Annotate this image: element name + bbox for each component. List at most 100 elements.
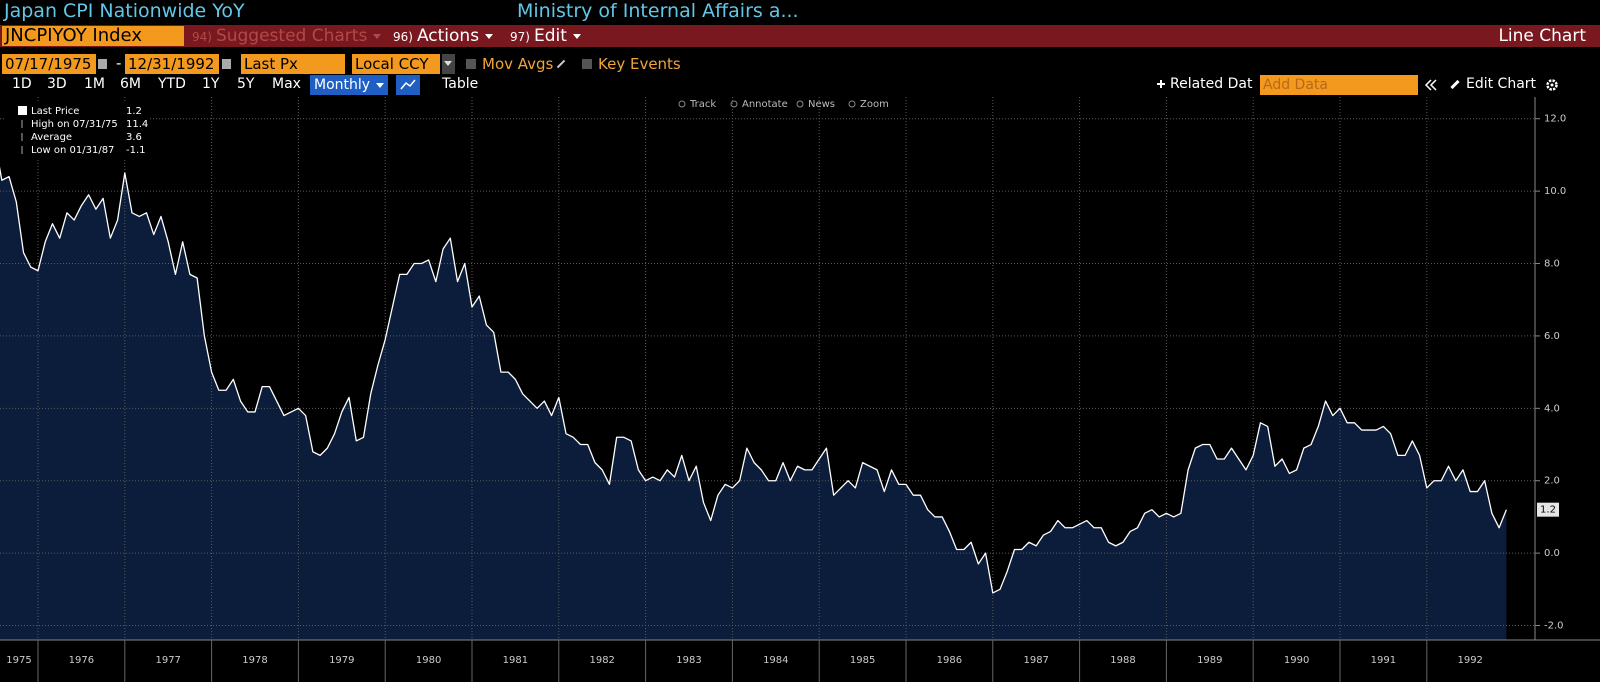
- frequency: Monthly: [314, 77, 371, 93]
- range-button[interactable]: 5Y: [237, 76, 255, 92]
- x-tick-label: 1975: [6, 655, 31, 666]
- command-bar: JNCPIYOY Index Line Chart 94) Suggested C…: [0, 25, 1600, 47]
- edit-chart: Edit Chart: [1466, 76, 1537, 92]
- x-tick-label: 1979: [329, 655, 354, 666]
- settings-icon[interactable]: [1545, 78, 1559, 92]
- calendar-icon[interactable]: [222, 59, 231, 69]
- ticker-input[interactable]: JNCPIYOY Index: [2, 26, 184, 46]
- legend-value: 1.2: [126, 106, 142, 117]
- collapse-icon[interactable]: [1424, 78, 1438, 92]
- currency-select[interactable]: Local CCY: [352, 54, 440, 74]
- end-date[interactable]: 12/31/1992: [125, 54, 219, 74]
- chart-type-button[interactable]: [396, 75, 420, 95]
- start-date[interactable]: 07/17/1975: [2, 54, 96, 74]
- last-value-tag: [1537, 502, 1559, 517]
- pencil-icon: [1450, 79, 1460, 89]
- field-select[interactable]: Last Px: [241, 54, 345, 74]
- y-tick-label: 10.0: [1544, 186, 1566, 197]
- axes: -2.0 0.0 2.0 4.0 6.0 8.0 10.0 12.0 1975 1976 1977 1…: [0, 97, 1600, 682]
- y-tick-label: 0.0: [1544, 548, 1560, 559]
- legend-value: 11.4: [126, 119, 148, 130]
- tool-icon: [848, 100, 856, 108]
- dropdown-arrow: [373, 33, 382, 39]
- x-tick-label: 1980: [416, 655, 441, 666]
- x-tick-label: 1991: [1371, 655, 1396, 666]
- legend-label: Low on 01/31/87: [31, 145, 114, 156]
- option-label: Key Events: [598, 55, 681, 73]
- y-tick-label: 6.0: [1544, 331, 1560, 342]
- view-name: Line Chart: [1498, 26, 1586, 46]
- range-bar: Monthly Table Related Dat Add Data Edit …: [0, 75, 1600, 95]
- chart-tool[interactable]: News: [808, 99, 835, 110]
- range-button[interactable]: YTD: [158, 76, 186, 92]
- x-tick-label: 1982: [589, 655, 614, 666]
- dropdown-arrow: [572, 33, 581, 39]
- chart-icon: [400, 79, 416, 90]
- currency-dropdown[interactable]: [442, 54, 455, 74]
- x-tick-label: 1989: [1197, 655, 1222, 666]
- menu-label: Actions: [416, 26, 480, 46]
- line: [0, 166, 1507, 594]
- legend-box: [6, 102, 148, 159]
- last-value-label: 1.2: [1540, 505, 1556, 516]
- checkbox[interactable]: [466, 59, 476, 69]
- menu-button[interactable]: 97) Edit: [510, 26, 581, 46]
- x-tick-label: 1976: [69, 655, 94, 666]
- table-button[interactable]: Table: [442, 76, 479, 92]
- legend-label: Average: [31, 132, 72, 143]
- x-tick-label: 1984: [763, 655, 788, 666]
- x-tick-label: 1981: [503, 655, 528, 666]
- x-tick-label: 1988: [1110, 655, 1135, 666]
- chevron: [1429, 79, 1437, 91]
- source: Ministry of Internal Affairs a...: [517, 0, 799, 22]
- chart-tool[interactable]: Track: [689, 99, 716, 110]
- menu-number: 96): [393, 30, 413, 44]
- range-button[interactable]: 1M: [84, 76, 105, 92]
- checkbox[interactable]: [582, 59, 592, 69]
- edit-chart-button[interactable]: Edit Chart: [1450, 76, 1536, 92]
- calendar-icon[interactable]: [98, 59, 107, 69]
- related-data: Related Dat: [1170, 76, 1253, 92]
- pencil-icon: [556, 59, 566, 69]
- legend-swatch: [18, 106, 27, 115]
- plus-icon: [1157, 80, 1165, 88]
- range-button[interactable]: 6M: [120, 76, 141, 92]
- legend-label: Last Price: [31, 106, 79, 117]
- range-button[interactable]: 1Y: [202, 76, 220, 92]
- date-separator: -: [116, 54, 122, 72]
- dropdown-arrow: [485, 33, 494, 39]
- frequency-select[interactable]: Monthly: [310, 75, 388, 95]
- add-data-input[interactable]: Add Data: [1260, 75, 1418, 95]
- menu-label: Edit: [533, 26, 567, 46]
- legend-value: 3.6: [126, 132, 142, 143]
- menu-number: 97): [510, 30, 530, 44]
- plot-area: [0, 97, 1535, 640]
- range-button[interactable]: 3D: [47, 76, 67, 92]
- menu-button[interactable]: 96) Actions: [393, 26, 494, 46]
- tool-icon: [730, 100, 738, 108]
- chart-icon-line: [400, 79, 416, 90]
- y-tick-label: 8.0: [1544, 259, 1560, 270]
- legend-value: -1.1: [126, 145, 146, 156]
- tool-icon: [678, 100, 686, 108]
- x-tick-label: 1992: [1457, 655, 1482, 666]
- tool-icon: [796, 100, 804, 108]
- chart-tool[interactable]: Annotate: [742, 99, 788, 110]
- x-tick-label: 1990: [1284, 655, 1309, 666]
- chart-tool[interactable]: Zoom: [860, 99, 889, 110]
- menu-button[interactable]: 94) Suggested Charts: [192, 26, 382, 46]
- y-tick-label: -2.0: [1544, 621, 1564, 632]
- range-button[interactable]: Max: [272, 76, 301, 92]
- range-button[interactable]: 1D: [12, 76, 32, 92]
- area-fill: [0, 170, 1507, 640]
- related-data-button[interactable]: Related Dat: [1157, 76, 1252, 92]
- x-tick-label: 1987: [1023, 655, 1048, 666]
- x-tick-label: 1977: [155, 655, 180, 666]
- security-title: Japan CPI Nationwide YoY: [4, 0, 245, 22]
- option-label: Mov Avgs: [482, 55, 554, 73]
- gear: [1546, 79, 1558, 91]
- legend-label: High on 07/31/75: [31, 119, 118, 130]
